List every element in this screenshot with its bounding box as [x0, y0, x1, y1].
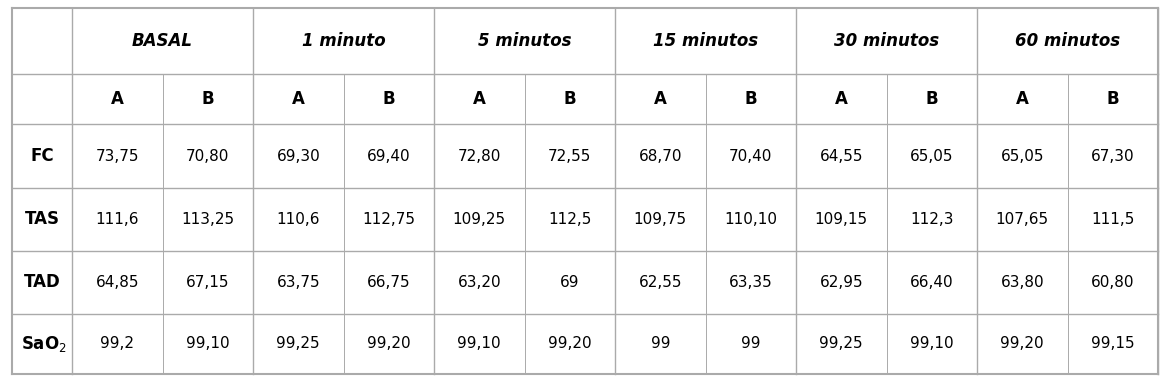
Text: B: B [744, 90, 757, 108]
Text: 15 minutos: 15 minutos [653, 32, 758, 50]
Text: 99,15: 99,15 [1090, 337, 1135, 351]
Text: 72,55: 72,55 [548, 149, 592, 163]
Text: 99: 99 [741, 337, 760, 351]
Text: 112,5: 112,5 [548, 212, 592, 227]
Text: 60 minutos: 60 minutos [1014, 32, 1120, 50]
Text: A: A [835, 90, 848, 108]
Text: 63,75: 63,75 [276, 275, 321, 290]
Text: 69: 69 [560, 275, 579, 290]
Text: 64,85: 64,85 [96, 275, 139, 290]
Text: B: B [1107, 90, 1119, 108]
Text: TAD: TAD [23, 273, 61, 291]
Text: 99,20: 99,20 [367, 337, 411, 351]
Text: 72,80: 72,80 [457, 149, 501, 163]
Text: 5 minutos: 5 minutos [477, 32, 571, 50]
Text: 70,40: 70,40 [729, 149, 772, 163]
Text: 112,75: 112,75 [363, 212, 415, 227]
Text: 109,15: 109,15 [814, 212, 868, 227]
Text: 69,30: 69,30 [276, 149, 321, 163]
Text: BASAL: BASAL [132, 32, 193, 50]
Text: TAS: TAS [25, 210, 60, 228]
Text: A: A [1016, 90, 1028, 108]
Text: 110,10: 110,10 [724, 212, 777, 227]
Text: 99,20: 99,20 [548, 337, 592, 351]
Text: 66,40: 66,40 [910, 275, 954, 290]
Text: A: A [654, 90, 667, 108]
Text: A: A [111, 90, 124, 108]
Text: 110,6: 110,6 [276, 212, 321, 227]
Text: 68,70: 68,70 [639, 149, 682, 163]
Text: 107,65: 107,65 [996, 212, 1048, 227]
Text: 62,55: 62,55 [639, 275, 682, 290]
Text: 73,75: 73,75 [96, 149, 139, 163]
Text: 99,25: 99,25 [276, 337, 321, 351]
Text: 62,95: 62,95 [819, 275, 863, 290]
Text: 63,35: 63,35 [729, 275, 772, 290]
Text: 63,80: 63,80 [1000, 275, 1044, 290]
Text: A: A [473, 90, 486, 108]
Text: 30 minutos: 30 minutos [834, 32, 940, 50]
Text: 1 minuto: 1 minuto [302, 32, 385, 50]
Text: 63,20: 63,20 [457, 275, 501, 290]
Text: 65,05: 65,05 [1000, 149, 1044, 163]
Text: 111,6: 111,6 [96, 212, 139, 227]
Text: 99,10: 99,10 [910, 337, 954, 351]
Text: SaO$_2$: SaO$_2$ [21, 334, 67, 354]
Text: 111,5: 111,5 [1092, 212, 1135, 227]
Text: 99,2: 99,2 [101, 337, 135, 351]
Text: 64,55: 64,55 [819, 149, 863, 163]
Text: B: B [564, 90, 576, 108]
Text: 99,20: 99,20 [1000, 337, 1044, 351]
Text: 112,3: 112,3 [910, 212, 954, 227]
Text: 65,05: 65,05 [910, 149, 954, 163]
Text: B: B [925, 90, 938, 108]
Text: 113,25: 113,25 [181, 212, 234, 227]
Text: 66,75: 66,75 [367, 275, 411, 290]
Text: 67,15: 67,15 [186, 275, 229, 290]
Text: 99: 99 [651, 337, 670, 351]
Text: A: A [291, 90, 304, 108]
Text: 99,10: 99,10 [186, 337, 229, 351]
Text: 99,10: 99,10 [457, 337, 501, 351]
Text: B: B [201, 90, 214, 108]
Text: 69,40: 69,40 [367, 149, 411, 163]
Text: B: B [383, 90, 395, 108]
Text: 109,25: 109,25 [453, 212, 505, 227]
Text: 99,25: 99,25 [819, 337, 863, 351]
Text: FC: FC [30, 147, 54, 165]
Text: 109,75: 109,75 [634, 212, 687, 227]
Text: 70,80: 70,80 [186, 149, 229, 163]
Text: 67,30: 67,30 [1090, 149, 1135, 163]
Text: 60,80: 60,80 [1090, 275, 1135, 290]
